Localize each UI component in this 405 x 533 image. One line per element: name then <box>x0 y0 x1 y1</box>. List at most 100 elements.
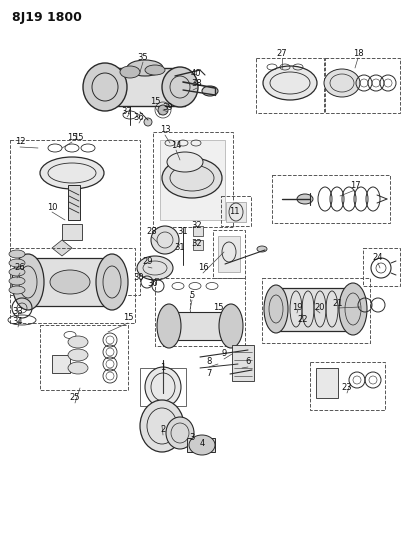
Text: 3: 3 <box>189 433 195 442</box>
Text: 40: 40 <box>191 69 201 78</box>
Text: 5: 5 <box>190 290 195 300</box>
Text: 25: 25 <box>70 393 80 402</box>
Ellipse shape <box>167 152 203 172</box>
Text: 38: 38 <box>192 78 202 87</box>
Bar <box>68 185 80 220</box>
Bar <box>10 248 135 323</box>
Text: 6: 6 <box>245 358 251 367</box>
Ellipse shape <box>9 268 25 276</box>
Bar <box>40 325 128 390</box>
Polygon shape <box>52 240 72 256</box>
Text: 31: 31 <box>178 227 188 236</box>
Text: 12: 12 <box>15 138 25 147</box>
Bar <box>232 345 254 381</box>
Ellipse shape <box>140 400 184 452</box>
Ellipse shape <box>166 417 194 449</box>
Ellipse shape <box>96 254 128 310</box>
Ellipse shape <box>202 86 218 96</box>
Bar <box>52 355 70 373</box>
Bar <box>325 58 400 113</box>
Ellipse shape <box>162 67 198 107</box>
Text: 14: 14 <box>171 141 181 149</box>
Text: 18: 18 <box>353 49 363 58</box>
Text: 33: 33 <box>13 306 23 316</box>
Text: 31: 31 <box>175 244 185 253</box>
Ellipse shape <box>264 285 288 333</box>
Ellipse shape <box>263 66 317 100</box>
Text: 20: 20 <box>315 303 325 312</box>
Ellipse shape <box>9 286 25 294</box>
Ellipse shape <box>9 277 25 285</box>
Ellipse shape <box>68 362 88 374</box>
Text: 7: 7 <box>206 369 212 378</box>
Ellipse shape <box>157 304 181 348</box>
Text: 37: 37 <box>122 108 132 117</box>
Ellipse shape <box>219 304 243 348</box>
Text: 15: 15 <box>123 313 133 322</box>
Text: 28: 28 <box>147 228 157 237</box>
Text: 23: 23 <box>342 384 352 392</box>
Ellipse shape <box>339 283 367 335</box>
Circle shape <box>144 118 152 126</box>
Text: 1: 1 <box>160 364 166 373</box>
Ellipse shape <box>83 63 127 111</box>
Bar <box>221 196 251 226</box>
Text: 10: 10 <box>47 203 57 212</box>
Text: 27: 27 <box>277 49 287 58</box>
Ellipse shape <box>120 66 140 78</box>
Text: 39: 39 <box>163 102 173 111</box>
Text: 4: 4 <box>199 440 205 448</box>
Text: 30: 30 <box>148 279 158 287</box>
Text: 9: 9 <box>222 350 227 359</box>
Text: 26: 26 <box>15 263 25 272</box>
Circle shape <box>151 226 179 254</box>
Text: 16: 16 <box>198 263 208 272</box>
Text: 15: 15 <box>213 303 223 312</box>
Text: 22: 22 <box>298 316 308 325</box>
Bar <box>272 175 390 223</box>
Bar <box>25 258 115 306</box>
Text: 15: 15 <box>67 133 77 141</box>
Bar <box>100 68 185 106</box>
Bar <box>187 438 215 452</box>
Ellipse shape <box>9 259 25 267</box>
Bar <box>10 140 140 295</box>
Ellipse shape <box>68 349 88 361</box>
Circle shape <box>158 105 168 115</box>
Bar <box>226 202 246 222</box>
Ellipse shape <box>162 158 222 198</box>
Ellipse shape <box>50 270 90 294</box>
Ellipse shape <box>127 60 163 76</box>
Bar <box>140 368 186 406</box>
Bar <box>155 278 245 346</box>
Text: 19: 19 <box>292 303 302 312</box>
Text: 17: 17 <box>350 181 360 190</box>
Ellipse shape <box>145 367 181 407</box>
Text: 32: 32 <box>192 222 202 230</box>
Bar <box>160 140 225 220</box>
Text: 2: 2 <box>160 425 166 434</box>
Text: 11: 11 <box>229 206 239 215</box>
Text: 8: 8 <box>206 358 212 367</box>
Ellipse shape <box>189 435 215 455</box>
Text: 32: 32 <box>192 238 202 247</box>
Bar <box>316 368 338 398</box>
Text: 34: 34 <box>13 318 23 327</box>
Text: 13: 13 <box>160 125 171 134</box>
Bar <box>363 248 400 286</box>
Text: 24: 24 <box>373 254 383 262</box>
Text: 15: 15 <box>73 133 83 142</box>
Text: 15: 15 <box>150 98 160 107</box>
Bar <box>310 362 385 410</box>
Bar <box>193 240 203 250</box>
Ellipse shape <box>137 256 173 280</box>
Text: 8J19 1800: 8J19 1800 <box>12 12 82 25</box>
Ellipse shape <box>9 250 25 258</box>
Text: 30: 30 <box>134 273 144 282</box>
Bar <box>165 312 235 340</box>
Ellipse shape <box>12 254 44 310</box>
Text: 21: 21 <box>333 298 343 308</box>
Ellipse shape <box>68 336 88 348</box>
Ellipse shape <box>40 157 104 189</box>
Bar <box>272 288 357 331</box>
